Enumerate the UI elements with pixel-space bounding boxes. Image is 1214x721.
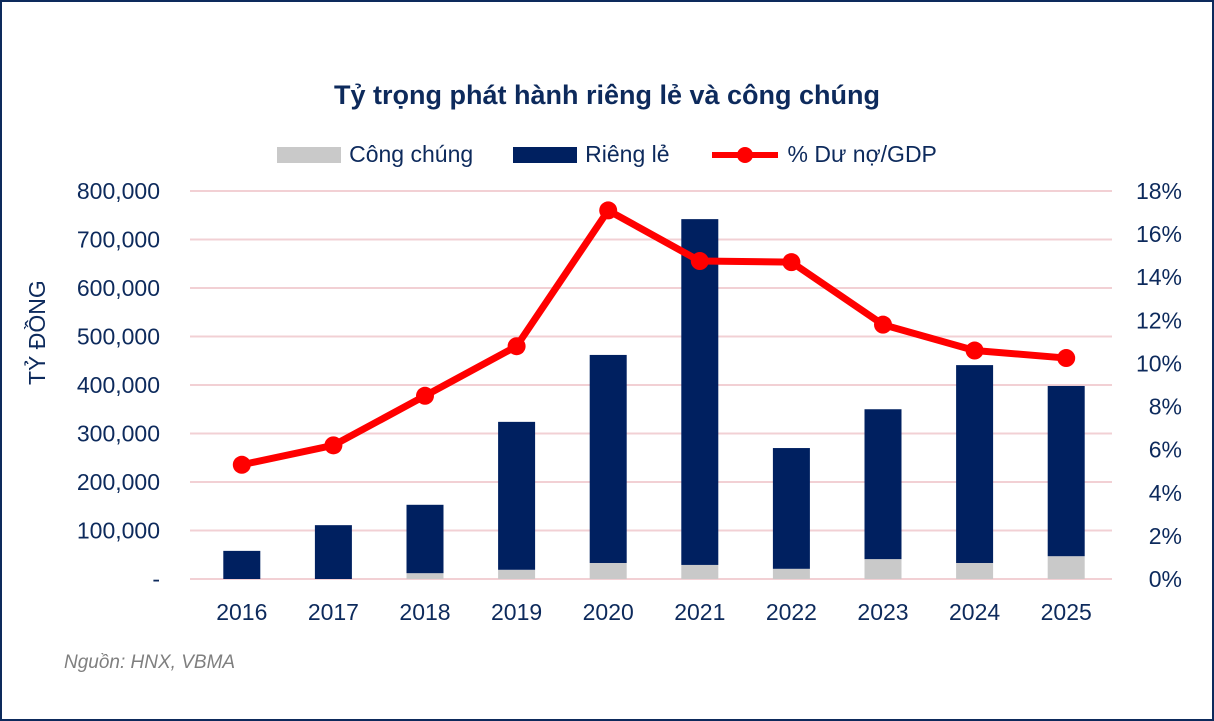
bar-rieng-le (406, 504, 444, 574)
y2-tick-label: 6% (1149, 437, 1182, 463)
x-tick-label: 2022 (766, 599, 817, 625)
y-tick-label: 800,000 (77, 178, 160, 204)
x-tick-label: 2020 (583, 599, 634, 625)
bar-cong-chung (864, 559, 902, 579)
x-tick-label: 2024 (949, 599, 1000, 625)
y-tick-label: 200,000 (77, 469, 160, 495)
line-point (232, 455, 251, 474)
chart-title: Tỷ trọng phát hành riêng lẻ và công chún… (333, 80, 881, 110)
legend-label: % Dư nợ/GDP (787, 141, 937, 167)
y-tick-label: 700,000 (77, 227, 160, 253)
bar-cong-chung (406, 573, 444, 579)
line-du-no-gdp (241, 206, 1067, 469)
line-point (782, 253, 801, 272)
x-tick-label: 2016 (216, 599, 267, 625)
x-tick-label: 2017 (308, 599, 359, 625)
bar-cong-chung (1047, 556, 1085, 579)
line-point (874, 315, 892, 334)
line-point (599, 201, 618, 220)
y-tick-label: 400,000 (77, 372, 160, 398)
bar-cong-chung (589, 562, 627, 579)
y-tick-label: 600,000 (77, 275, 160, 301)
bar-rieng-le (681, 219, 719, 565)
legend-swatch-gray (277, 146, 342, 163)
line-point (324, 436, 343, 455)
legend-label: Riêng lẻ (585, 141, 670, 167)
bar-cong-chung (681, 564, 719, 579)
x-tick-label: 2023 (857, 599, 908, 625)
bar-rieng-le (314, 525, 352, 579)
line-point (507, 337, 526, 356)
bar-cong-chung (956, 562, 994, 579)
x-tick-label: 2018 (399, 599, 450, 625)
y2-tick-label: 18% (1136, 178, 1182, 204)
y2-tick-label: 12% (1136, 307, 1182, 333)
y2-tick-label: 8% (1149, 394, 1182, 420)
bar-rieng-le (498, 421, 536, 570)
y-tick-label: 500,000 (77, 324, 160, 350)
x-tick-label: 2021 (674, 599, 725, 625)
bar-rieng-le (864, 409, 902, 560)
y2-tick-label: 2% (1149, 523, 1182, 549)
bar-cong-chung (772, 568, 810, 579)
x-tick-label: 2025 (1041, 599, 1092, 625)
x-tick-label: 2019 (491, 599, 542, 625)
y2-tick-label: 10% (1136, 350, 1182, 376)
bar-rieng-le (223, 550, 261, 579)
source-note: Nguồn: HNX, VBMA (64, 652, 236, 673)
y2-tick-label: 16% (1136, 221, 1182, 247)
legend-label: Công chúng (349, 141, 474, 167)
y2-tick-label: 4% (1149, 480, 1182, 506)
bar-rieng-le (1047, 385, 1085, 557)
legend-item-rieng-le: Riêng lẻ (513, 141, 670, 168)
line-point (690, 252, 709, 271)
y2-tick-label: 0% (1149, 566, 1182, 592)
bar-rieng-le (589, 354, 627, 563)
legend: Công chúng Riêng lẻ % Dư nợ/GDP (0, 141, 1214, 168)
legend-line-marker-icon (711, 146, 778, 163)
legend-item-du-no-gdp: % Dư nợ/GDP (710, 141, 937, 168)
y-tick-label: 100,000 (77, 518, 160, 544)
bar-rieng-le (772, 448, 810, 569)
y-tick-label: - (152, 566, 160, 592)
legend-item-cong-chung: Công chúng (277, 141, 473, 168)
y-tick-label: 300,000 (77, 421, 160, 447)
y2-tick-label: 14% (1136, 264, 1182, 290)
bar-cong-chung (498, 569, 536, 579)
line-point (1057, 349, 1076, 368)
legend-swatch-navy (513, 146, 578, 163)
bar-rieng-le (956, 365, 994, 563)
line-point (965, 341, 984, 360)
line-point (416, 386, 434, 405)
